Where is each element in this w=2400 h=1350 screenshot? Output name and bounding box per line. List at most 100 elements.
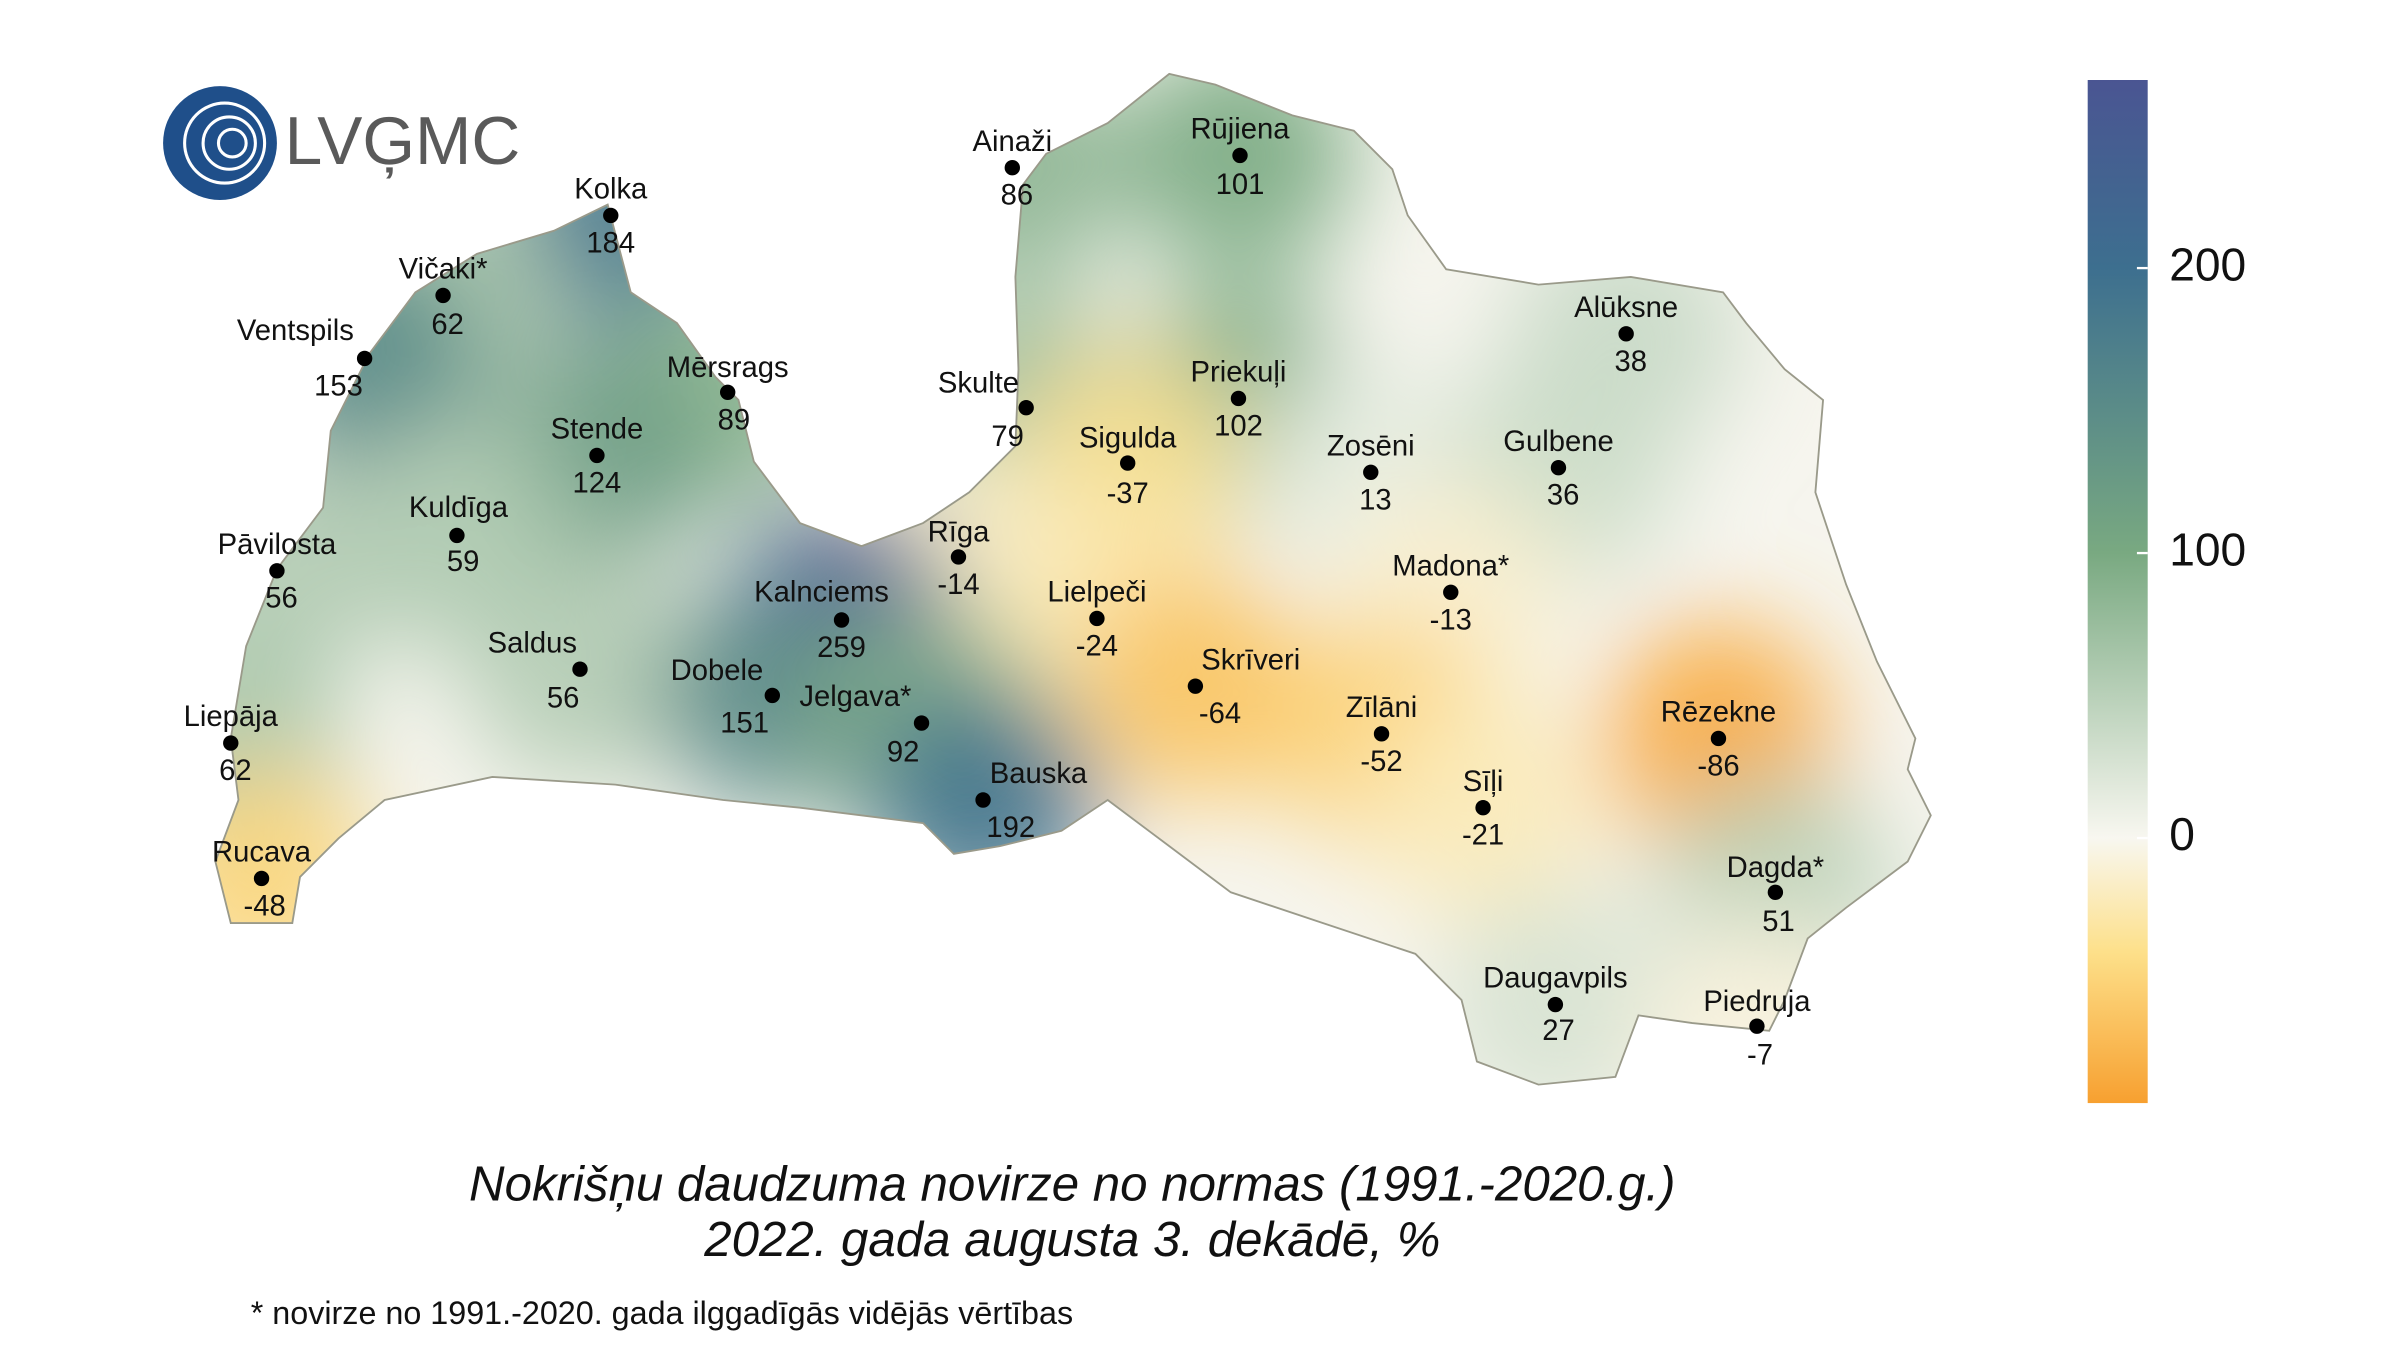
station-value: 51	[1762, 906, 1795, 938]
station-value: 101	[1216, 169, 1265, 201]
station-value: -52	[1360, 746, 1402, 778]
station-value: 62	[431, 309, 464, 341]
station-dot	[764, 687, 780, 704]
subtitle: 2022. gada augusta 3. dekādē, %	[703, 1212, 1440, 1267]
station-name: Kuldīga	[409, 492, 509, 524]
station-value: 62	[219, 755, 252, 787]
station-dot	[1230, 390, 1247, 407]
station-name: Skrīveri	[1201, 644, 1300, 676]
station-name: Zosēni	[1327, 430, 1415, 462]
station-value: -37	[1107, 478, 1149, 510]
logo: LVĢMC	[163, 86, 520, 200]
station-value: 151	[720, 707, 769, 739]
station-name: Rucava	[212, 837, 312, 869]
station-dot	[1767, 884, 1784, 900]
station-dot	[1018, 400, 1034, 416]
station-name: Mērsrags	[667, 352, 789, 384]
station-name: Sīļi	[1463, 766, 1504, 798]
station-value: 86	[1001, 180, 1034, 212]
title: Nokrišņu daudzuma novirze no normas (199…	[469, 1157, 1676, 1212]
station-name: Rīga	[928, 517, 990, 549]
station-name: Alūksne	[1574, 292, 1678, 324]
station-value: 38	[1615, 346, 1648, 378]
colorbar-tick-label: 100	[2169, 523, 2246, 575]
station-value: -14	[937, 569, 979, 601]
station-dot	[589, 447, 605, 464]
station-value: -24	[1076, 630, 1118, 662]
station-value: 79	[991, 421, 1024, 453]
station-name: Rūjiena	[1190, 113, 1290, 145]
station-name: Sigulda	[1079, 423, 1177, 455]
station-name: Kalnciems	[754, 577, 889, 609]
station-dot	[572, 661, 588, 677]
station-value: 36	[1547, 480, 1580, 512]
logo-ring	[183, 101, 267, 185]
stations: Ainaži 86 Rūjiena 101 Kolka 184 Vičaki* 62 Vents…	[184, 113, 1824, 1071]
station-name: Skulte	[938, 367, 1019, 399]
station-dot	[356, 350, 373, 367]
station-dot	[1187, 678, 1204, 694]
station-value: -48	[243, 890, 285, 922]
station-name: Ainaži	[973, 126, 1053, 158]
station-dot	[1089, 610, 1105, 627]
station-value: 13	[1359, 484, 1392, 516]
footnote: * novirze no 1991.-2020. gada ilggadīgās…	[251, 1295, 1073, 1331]
station-dot	[1547, 996, 1564, 1013]
station-value: 153	[314, 370, 363, 402]
station-name: Piedruja	[1703, 986, 1811, 1018]
station-name: Rēzekne	[1661, 697, 1776, 729]
station-dot	[253, 870, 270, 887]
colorbar-tick-label: 0	[2169, 808, 2195, 860]
station-value: 92	[887, 737, 920, 769]
logo-ring	[201, 115, 257, 171]
station-dot	[1749, 1018, 1765, 1034]
station-dot	[449, 527, 465, 544]
station-value: -64	[1199, 698, 1241, 730]
station-dot	[223, 735, 239, 751]
colorbar-tick-label: 200	[2169, 238, 2246, 290]
station-name: Priekuļi	[1191, 357, 1287, 389]
station-name: Vičaki*	[399, 253, 488, 285]
station-dot	[435, 287, 451, 304]
station-name: Daugavpils	[1483, 963, 1628, 995]
station-dot	[1443, 584, 1459, 600]
station-value: -13	[1430, 604, 1472, 636]
station-dot	[950, 549, 967, 565]
station-name: Zīlāni	[1346, 692, 1417, 724]
station-name: Saldus	[488, 627, 577, 659]
station-dot	[975, 792, 991, 808]
station-value: -7	[1747, 1040, 1773, 1072]
station-name: Liepāja	[184, 701, 279, 733]
station-value: 259	[817, 632, 866, 664]
station-dot	[1120, 455, 1136, 471]
station-dot	[1550, 460, 1567, 476]
station-value: 184	[586, 227, 635, 259]
colorbar	[2087, 80, 2148, 1104]
station-value: 59	[447, 546, 480, 578]
station-dot	[1373, 726, 1390, 742]
station-value: -86	[1697, 750, 1739, 782]
station-dot	[1004, 160, 1020, 176]
station-value: 192	[986, 812, 1035, 844]
station-name: Gulbene	[1503, 426, 1613, 458]
station-name: Stende	[551, 413, 644, 445]
station-dot	[603, 207, 619, 224]
station-value: 27	[1542, 1015, 1575, 1047]
station-name: Madona*	[1392, 550, 1509, 582]
station-dot	[1363, 464, 1379, 480]
station-dot	[1618, 326, 1634, 342]
logo-text: LVĢMC	[285, 104, 521, 179]
station-name: Bauska	[990, 758, 1088, 790]
station-value: 56	[265, 583, 298, 615]
station-value: 56	[547, 683, 580, 715]
station-name: Pāvilosta	[218, 529, 337, 561]
station-value: 89	[718, 404, 751, 436]
station-name: Ventspils	[237, 315, 354, 347]
station-dot	[1710, 730, 1727, 747]
station-dot	[720, 384, 736, 400]
station-dot	[1232, 147, 1248, 164]
station-dot	[269, 563, 285, 579]
station-name: Dobele	[671, 655, 764, 687]
station-value: -21	[1462, 820, 1504, 852]
